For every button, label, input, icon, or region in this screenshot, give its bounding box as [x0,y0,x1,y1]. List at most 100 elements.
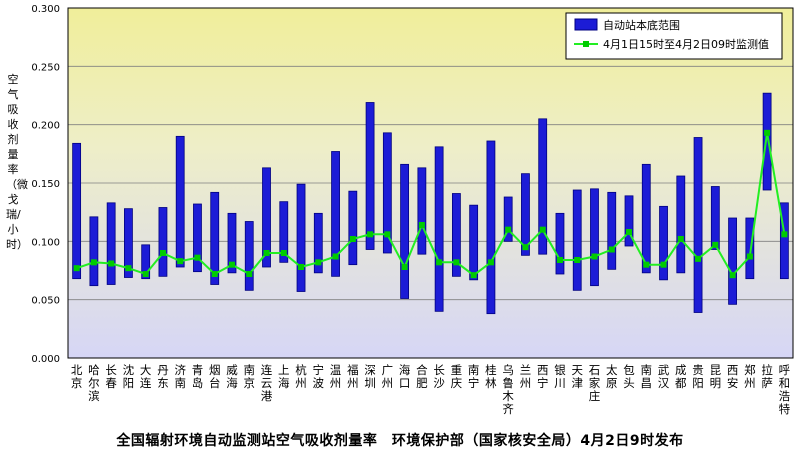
y-tick-label: 0.050 [31,296,60,307]
x-tick-label: 贵阳 [692,363,704,390]
x-axis-labels: 北京哈尔滨长春沈阳大连丹东济南青岛烟台威海南京连云港上海杭州宁波温州福州深圳广州… [71,363,791,416]
range-bar [158,207,168,277]
range-bar [555,212,565,275]
range-bar [365,102,375,250]
y-tick-label: 0.300 [31,4,60,15]
x-tick-label: 武汉 [658,363,670,390]
range-bar [227,212,237,274]
range-bar [607,191,617,270]
x-tick-label: 西安 [727,363,739,390]
monitor-point [522,244,529,251]
x-tick-label: 沈阳 [123,363,135,390]
plot-border [67,7,794,359]
range-bar [244,221,254,291]
monitor-point [591,253,598,260]
monitor-point [556,257,563,263]
legend: 自动站本底范围 4月1日15时至4月2日09时监测值 [565,12,783,60]
legend-range-swatch [574,18,598,31]
monitor-point [470,272,477,279]
x-tick-label: 南昌 [641,363,653,390]
x-tick-label: 南京 [244,363,256,390]
monitor-point [332,253,339,260]
x-tick-label: 烟台 [209,363,221,390]
x-tick-label: 成都 [675,363,687,390]
monitor-point [367,231,374,238]
range-bar [348,190,358,266]
x-tick-label: 昆明 [710,363,722,390]
x-tick-label: 丹东 [157,363,169,390]
x-tick-label: 兰州 [520,363,532,390]
x-tick-label: 北京 [71,363,83,390]
monitor-point [729,272,736,279]
x-tick-label: 青岛 [192,363,204,390]
y-tick-label: 0.100 [31,237,60,248]
x-tick-label: 大连 [140,363,152,390]
x-tick-label: 拉萨 [761,363,773,390]
monitor-point [660,261,667,268]
range-bar [538,118,548,255]
range-bar [779,202,789,280]
range-bar [72,142,82,280]
range-bar [193,203,202,273]
monitor-point [695,255,702,262]
x-tick-label: 郑州 [744,363,756,390]
range-bar [503,196,513,242]
range-bar [313,212,323,274]
x-tick-label: 乌鲁木齐 [502,363,514,416]
range-bar [521,173,530,256]
monitor-line [73,129,788,279]
x-tick-label: 长春 [105,363,117,390]
range-bar [624,195,634,247]
monitor-point [263,250,270,256]
monitor-point [280,250,287,256]
range-bar [762,92,772,191]
x-tick-label: 温州 [330,363,342,390]
range-bar [728,217,737,305]
range-bar [572,189,582,291]
x-tick-label: 深圳 [364,363,376,390]
range-bar [434,146,444,312]
monitor-point [643,261,650,268]
monitor-point [677,236,684,242]
monitor-point [505,226,512,233]
x-tick-label: 重庆 [451,363,463,390]
monitor-point [436,259,443,266]
chart-caption: 全国辐射环境自动监测站空气吸收剂量率 环境保护部（国家核安全局）4月2日9时发布 [116,433,684,449]
x-tick-label: 西宁 [537,363,549,390]
monitor-point [384,231,391,238]
legend-line-label: 4月1日15时至4月2日09时监测值 [603,38,769,51]
range-bar [710,186,720,250]
range-bar [262,167,271,268]
monitor-point [315,259,322,266]
range-bar [745,217,755,280]
range-bar [331,151,340,277]
monitor-point [764,129,771,136]
y-tick-label: 0.250 [31,62,60,73]
monitor-point [574,257,581,263]
range-bar [175,135,185,268]
range-bar [89,216,99,287]
range-bar [659,205,668,281]
range-bars [72,92,789,315]
range-bar [279,201,289,263]
monitor-point [142,271,149,277]
monitor-point [349,236,356,242]
range-bar [141,244,151,280]
x-tick-label: 济南 [174,363,186,390]
x-tick-label: 海口 [399,363,411,390]
monitor-point [246,271,253,277]
legend-line-marker [583,41,589,47]
x-tick-label: 太原 [606,363,618,390]
x-tick-label: 天津 [571,363,583,390]
x-tick-label: 连云港 [261,363,273,403]
monitor-point [712,241,719,248]
range-bar [590,188,599,287]
y-tick-label: 0.200 [31,121,60,132]
range-bar [451,193,461,277]
x-tick-label: 上海 [278,363,290,390]
monitor-point [90,259,97,266]
x-tick-label: 包头 [623,363,635,390]
range-bar [641,163,651,274]
monitor-point [746,253,753,260]
x-tick-label: 哈尔滨 [88,363,100,403]
